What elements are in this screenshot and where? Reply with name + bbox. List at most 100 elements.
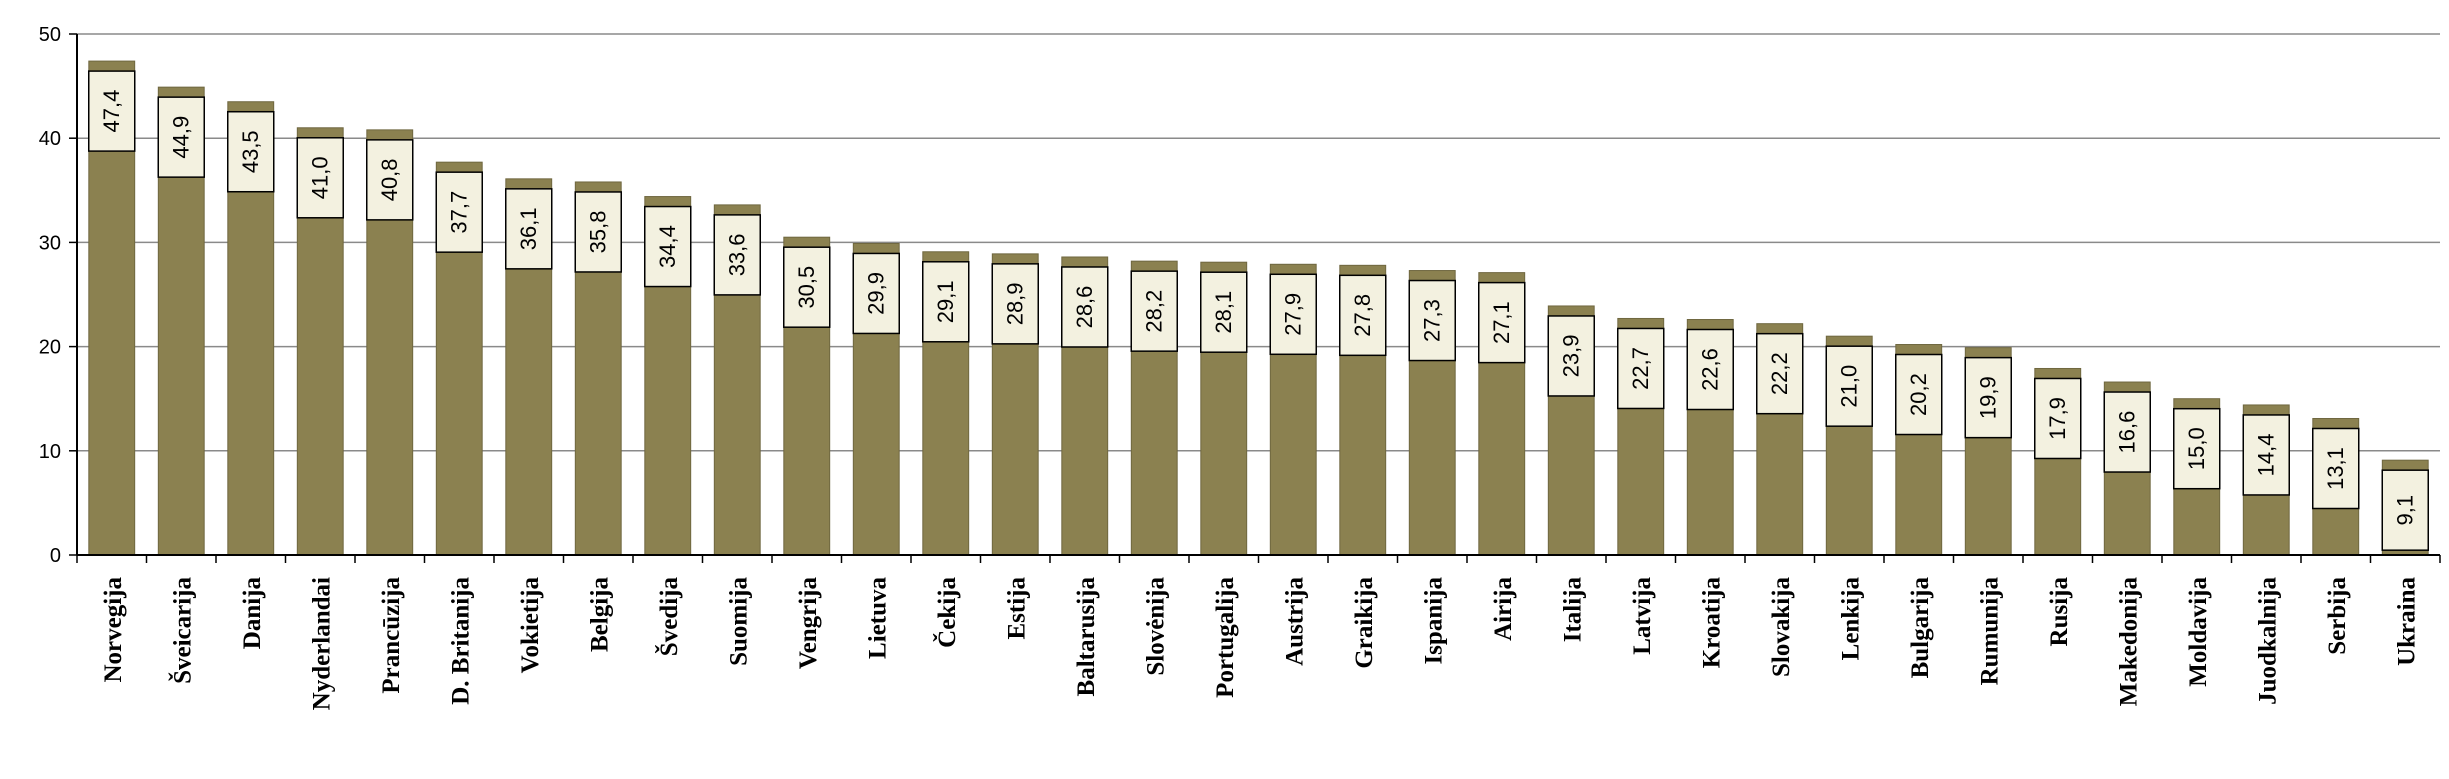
x-tick-label: Ispanija xyxy=(1420,577,1447,665)
y-tick-label: 30 xyxy=(39,232,61,254)
data-label-box xyxy=(991,263,1039,345)
data-label: 33,6 xyxy=(725,233,750,276)
data-label-box xyxy=(1130,270,1178,352)
data-label: 16,6 xyxy=(2115,411,2140,454)
x-tick-label: Šveicarija xyxy=(168,577,196,684)
x-tick-label: Makedonija xyxy=(2115,577,2142,707)
data-label: 44,9 xyxy=(169,116,194,159)
value-labels: 47,4 44,9 43,5 41,0 40,8 37,7 36,1 35,8 34,4 33,6… xyxy=(88,70,2429,551)
data-label: 37,7 xyxy=(447,191,472,234)
data-label-box xyxy=(1269,273,1317,356)
data-label: 23,9 xyxy=(1559,335,1584,378)
data-label-box xyxy=(1756,332,1804,415)
x-tick-label: Bulgarija xyxy=(1907,577,1934,679)
y-tick-label: 50 xyxy=(39,24,61,46)
x-tick-label: Airija xyxy=(1490,577,1517,641)
y-tick-label: 40 xyxy=(39,128,61,150)
data-label: 28,2 xyxy=(1142,290,1167,333)
data-label: 35,8 xyxy=(586,211,611,254)
data-label: 14,4 xyxy=(2254,434,2279,477)
x-tick-label: Danija xyxy=(239,577,266,650)
data-label-box xyxy=(1478,281,1526,364)
data-label: 27,8 xyxy=(1350,294,1375,337)
data-label: 34,4 xyxy=(655,225,680,268)
x-tick-label: Slovėnija xyxy=(1142,577,1169,676)
x-tick-label: Juodkalnija xyxy=(2254,577,2281,705)
data-label: 36,1 xyxy=(516,207,541,250)
data-label: 27,1 xyxy=(1489,301,1514,344)
x-tick-label: Nyderlandai xyxy=(308,577,335,710)
x-tick-label: Suomija xyxy=(725,577,752,666)
x-tick-label: Graikija xyxy=(1351,577,1378,669)
y-tick-label: 20 xyxy=(39,337,61,359)
x-tick-label: Austrija xyxy=(1281,577,1308,666)
x-tick-label: Norvegija xyxy=(100,577,127,683)
data-label-box xyxy=(366,139,414,221)
data-label-box xyxy=(505,188,553,270)
data-label: 27,9 xyxy=(1281,293,1306,336)
axes xyxy=(76,34,2441,563)
data-label: 40,8 xyxy=(377,158,402,201)
data-label-box xyxy=(852,252,900,335)
x-tick-label: Vengrija xyxy=(795,577,822,670)
data-label: 22,6 xyxy=(1698,348,1723,391)
data-label: 20,2 xyxy=(1906,373,1931,416)
data-label: 28,1 xyxy=(1211,291,1236,334)
data-label-box xyxy=(1895,353,1943,436)
x-tick-label: Estija xyxy=(1003,577,1030,640)
y-axis-ticks: 0 10 20 30 40 50 xyxy=(39,24,77,567)
x-tick-label: Rumunija xyxy=(1976,577,2003,686)
gridlines xyxy=(77,33,2440,556)
data-label-box xyxy=(157,96,205,178)
data-label: 28,6 xyxy=(1072,286,1097,329)
x-tick-label: Moldavija xyxy=(2185,577,2212,687)
data-label-box xyxy=(2103,391,2151,473)
data-label: 19,9 xyxy=(1976,376,2001,419)
data-label-box xyxy=(783,246,831,328)
x-tick-label: Švedija xyxy=(655,577,683,657)
x-tick-label: Latvija xyxy=(1629,577,1656,655)
data-label: 22,7 xyxy=(1628,347,1653,390)
data-label-box xyxy=(88,70,136,152)
x-tick-label: Portugalija xyxy=(1212,577,1239,698)
data-label-box xyxy=(713,214,761,296)
x-tick-label: Lietuva xyxy=(864,577,891,659)
data-label-box xyxy=(435,171,483,253)
data-label: 15,0 xyxy=(2184,427,2209,470)
bars xyxy=(88,60,2429,556)
category-labels: Norvegija Šveicarija Danija Nyderlandai Pran… xyxy=(100,577,2421,711)
data-label-box xyxy=(1825,345,1873,427)
x-tick-label: Kroatija xyxy=(1698,577,1725,669)
x-tick-label: Vokietija xyxy=(517,577,544,674)
data-label: 30,5 xyxy=(794,266,819,309)
y-tick-label: 0 xyxy=(50,545,61,567)
x-tick-label: Belgija xyxy=(586,577,613,652)
data-label: 29,9 xyxy=(864,272,889,315)
data-label: 43,5 xyxy=(238,130,263,173)
data-label-box xyxy=(2242,414,2290,496)
x-tick-label: Slovakija xyxy=(1768,577,1795,678)
data-label: 22,2 xyxy=(1767,352,1792,395)
x-tick-label: Serbija xyxy=(2324,577,2351,655)
data-label-box xyxy=(227,110,275,193)
data-label-box xyxy=(644,205,692,288)
x-tick-label: D. Britanija xyxy=(447,577,474,705)
data-label-box xyxy=(1061,266,1109,348)
data-label-box xyxy=(296,137,344,219)
data-label: 13,1 xyxy=(2323,447,2348,490)
x-tick-label: Prancūzija xyxy=(378,577,405,694)
y-tick-label: 10 xyxy=(39,441,61,463)
x-tick-label: Italija xyxy=(1559,577,1586,643)
x-tick-label: Lenkija xyxy=(1837,577,1864,661)
data-label-box xyxy=(574,191,622,273)
data-label-box xyxy=(1617,327,1665,410)
x-tick-label: Ukraina xyxy=(2393,577,2420,666)
data-label: 21,0 xyxy=(1837,365,1862,408)
x-tick-label: Čekija xyxy=(932,577,961,648)
data-label-box xyxy=(2034,377,2082,460)
data-label: 28,9 xyxy=(1003,282,1028,325)
data-label: 27,3 xyxy=(1420,299,1445,342)
x-tick-label: Rusija xyxy=(2046,577,2073,647)
data-label: 41,0 xyxy=(308,156,333,199)
